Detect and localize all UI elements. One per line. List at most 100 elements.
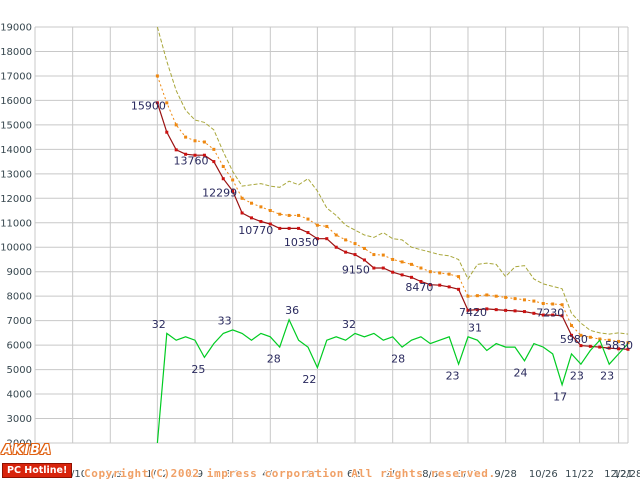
marker-avg-price bbox=[607, 338, 611, 342]
x-tick-label: 12/28 bbox=[614, 469, 640, 480]
marker-avg-price bbox=[259, 205, 263, 209]
marker-min-price bbox=[240, 211, 244, 215]
marker-avg-price bbox=[570, 324, 574, 328]
y-tick-label: 14000 bbox=[0, 145, 32, 156]
marker-avg-price bbox=[334, 233, 338, 237]
y-tick-label: 13000 bbox=[0, 169, 32, 180]
marker-avg-price bbox=[522, 298, 526, 302]
marker-avg-price bbox=[626, 341, 630, 345]
marker-min-price bbox=[513, 309, 517, 313]
marker-min-price bbox=[212, 160, 216, 164]
y-tick-label: 5000 bbox=[7, 365, 32, 376]
marker-avg-price bbox=[494, 294, 498, 298]
y-tick-label: 8000 bbox=[7, 292, 32, 303]
marker-min-price bbox=[560, 314, 564, 318]
akiba-logo: AKIBA PC Hotline! bbox=[2, 443, 84, 478]
marker-avg-price bbox=[588, 335, 592, 339]
marker-avg-price bbox=[457, 275, 461, 279]
marker-min-price bbox=[391, 270, 395, 274]
marker-min-price bbox=[231, 189, 235, 193]
marker-avg-price bbox=[212, 147, 216, 151]
marker-avg-price bbox=[155, 74, 159, 78]
marker-min-price bbox=[174, 148, 178, 152]
y-tick-label: 19000 bbox=[0, 23, 32, 34]
marker-min-price bbox=[475, 308, 479, 312]
marker-min-price bbox=[325, 237, 329, 241]
marker-min-price bbox=[485, 307, 489, 311]
marker-avg-price bbox=[560, 303, 564, 307]
marker-avg-price bbox=[551, 302, 555, 306]
marker-min-price bbox=[494, 308, 498, 312]
marker-min-price bbox=[287, 226, 291, 230]
marker-min-price bbox=[588, 344, 592, 348]
marker-min-price bbox=[504, 308, 508, 312]
copyright-text: Copyright(C)2002 impress corporation All… bbox=[84, 441, 496, 480]
marker-avg-price bbox=[419, 266, 423, 270]
marker-avg-price bbox=[598, 337, 602, 341]
y-tick-label: 7000 bbox=[7, 316, 32, 327]
marker-avg-price bbox=[391, 257, 395, 261]
marker-min-price bbox=[551, 313, 555, 317]
marker-avg-price bbox=[287, 213, 291, 217]
marker-avg-price bbox=[165, 101, 169, 105]
marker-avg-price bbox=[485, 293, 489, 297]
marker-min-price bbox=[457, 287, 461, 291]
marker-min-price bbox=[381, 266, 385, 270]
y-tick-label: 11000 bbox=[0, 218, 32, 229]
marker-avg-price bbox=[174, 123, 178, 127]
price-label: 12299 bbox=[202, 186, 237, 199]
marker-min-price bbox=[315, 237, 319, 241]
price-label: 8470 bbox=[405, 281, 433, 294]
marker-min-price bbox=[259, 220, 263, 224]
x-tick-label: 6/8 bbox=[347, 469, 363, 480]
marker-min-price bbox=[579, 344, 583, 348]
marker-avg-price bbox=[353, 242, 357, 246]
x-tick-label: 1/12 bbox=[146, 469, 168, 480]
y-tick-label: 15000 bbox=[0, 120, 32, 131]
marker-min-price bbox=[344, 250, 348, 254]
marker-min-price bbox=[541, 313, 545, 317]
marker-avg-price bbox=[532, 299, 536, 303]
x-tick-label: 11/22 bbox=[565, 469, 594, 480]
marker-avg-price bbox=[579, 333, 583, 337]
y-tick-label: 12000 bbox=[0, 194, 32, 205]
marker-min-price bbox=[400, 273, 404, 277]
x-tick-label: 12/8 bbox=[99, 469, 121, 480]
marker-min-price bbox=[278, 226, 282, 230]
marker-avg-price bbox=[410, 262, 414, 266]
marker-avg-price bbox=[315, 223, 319, 227]
marker-avg-price bbox=[381, 253, 385, 257]
y-tick-label: 10000 bbox=[0, 243, 32, 254]
marker-avg-price bbox=[344, 238, 348, 242]
count-label: 17 bbox=[553, 390, 567, 403]
marker-avg-price bbox=[268, 209, 272, 213]
count-label: 23 bbox=[446, 370, 460, 383]
price-label: 5980 bbox=[560, 333, 588, 346]
x-tick-label: 5/11 bbox=[306, 469, 328, 480]
marker-min-price bbox=[193, 153, 197, 157]
count-label: 33 bbox=[218, 314, 232, 327]
marker-min-price bbox=[362, 258, 366, 262]
count-label: 28 bbox=[267, 353, 281, 366]
count-label: 24 bbox=[513, 366, 527, 379]
marker-avg-price bbox=[504, 295, 508, 299]
marker-min-price bbox=[626, 347, 630, 351]
price-label: 10770 bbox=[238, 224, 273, 237]
marker-avg-price bbox=[297, 213, 301, 217]
marker-avg-price bbox=[184, 135, 188, 139]
marker-avg-price bbox=[240, 196, 244, 200]
marker-avg-price bbox=[362, 246, 366, 250]
series-high-price bbox=[156, 26, 629, 335]
count-label: 23 bbox=[600, 370, 614, 383]
marker-avg-price bbox=[617, 339, 621, 343]
marker-min-price bbox=[155, 101, 159, 105]
marker-avg-price bbox=[438, 271, 442, 275]
count-label: 32 bbox=[342, 318, 356, 331]
count-label: 28 bbox=[391, 353, 405, 366]
marker-min-price bbox=[165, 130, 169, 134]
marker-min-price bbox=[466, 308, 470, 312]
marker-min-price bbox=[428, 283, 432, 287]
y-tick-label: 9000 bbox=[7, 267, 32, 278]
copyright-line1: Copyright(C)2002 impress corporation All… bbox=[84, 467, 496, 480]
